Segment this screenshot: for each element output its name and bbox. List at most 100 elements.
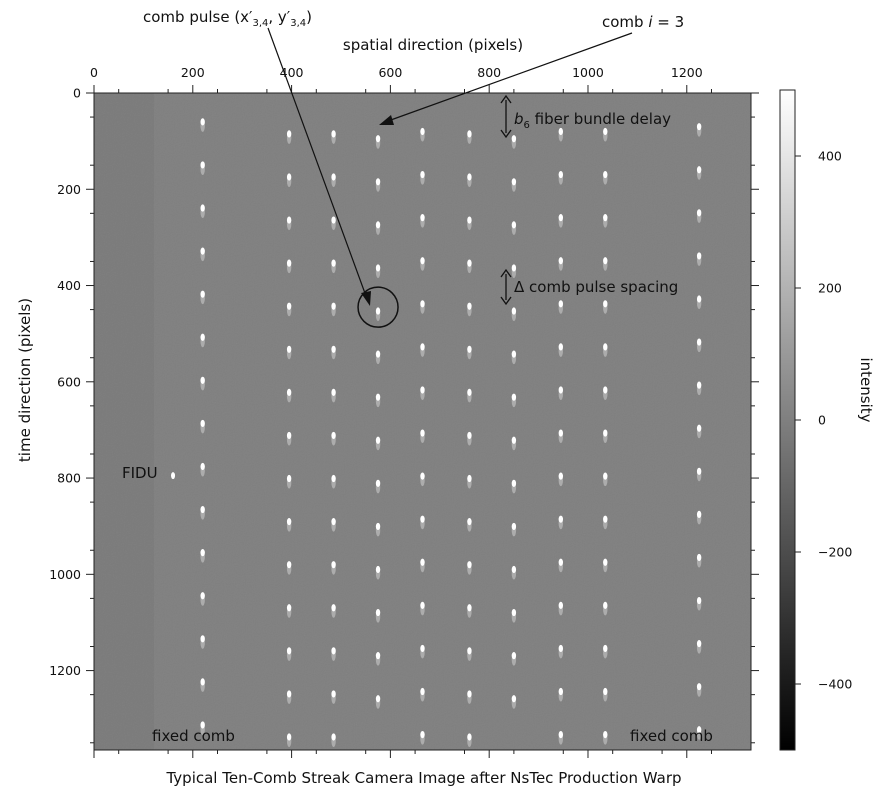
comb-pulse <box>331 173 336 181</box>
comb-pulse <box>696 295 702 303</box>
x-tick-label: 600 <box>378 65 402 80</box>
comb-pulse <box>558 601 564 609</box>
comb-pulse <box>286 388 292 396</box>
comb-pulse <box>558 515 564 523</box>
comb-pulse <box>511 221 517 229</box>
y-tick-label: 800 <box>57 471 81 486</box>
y-tick-label: 200 <box>57 182 81 197</box>
comb-pulse <box>200 333 205 341</box>
comb-pulse-arrowhead <box>361 291 371 306</box>
x-tick-label: 1200 <box>671 65 703 80</box>
comb-pulse <box>420 386 425 394</box>
comb-pulse <box>558 472 564 480</box>
chart-title: Typical Ten-Comb Streak Camera Image aft… <box>165 769 681 787</box>
delta-spacing-annotation: Δ comb pulse spacing <box>514 278 678 296</box>
comb-pulse <box>286 259 292 267</box>
b6-delay-annotation: b6 fiber bundle delay <box>514 110 671 131</box>
comb-pulse <box>558 300 564 308</box>
comb-pulse <box>286 518 292 526</box>
comb-pulse <box>511 695 517 703</box>
comb-pulse <box>331 130 336 138</box>
colorbar <box>779 89 796 751</box>
colorbar-tick-label: −400 <box>818 677 852 692</box>
colorbar-tick-label: −200 <box>818 545 852 560</box>
comb-pulse <box>375 307 381 315</box>
image-frame <box>93 92 752 751</box>
comb-pulse <box>603 730 608 739</box>
comb-pulse <box>467 604 472 612</box>
comb-pulse <box>511 652 517 660</box>
comb-pulse <box>200 118 205 126</box>
comb-pulse <box>511 608 517 617</box>
comb-pulse <box>603 257 608 265</box>
y-axis-label: time direction (pixels) <box>16 298 34 462</box>
comb-pulse <box>375 264 381 272</box>
comb-pulse <box>200 247 205 255</box>
y-axis-ticks: 0 200 400 600 800 1000 1200 <box>49 86 759 744</box>
comb-pulse <box>696 123 702 131</box>
comb-pulse <box>286 173 292 181</box>
comb-pulse <box>420 687 425 696</box>
comb-pulse <box>558 558 564 566</box>
comb-pulse <box>603 429 608 437</box>
comb-pulse <box>511 522 517 531</box>
comb-pulse <box>558 170 564 179</box>
comb-pulse <box>467 259 472 267</box>
comb-pulse <box>467 561 472 569</box>
comb-pulse <box>467 130 472 138</box>
comb-pulse <box>420 214 425 222</box>
comb-pulse <box>420 429 425 437</box>
comb-pulse <box>420 343 425 351</box>
comb-pulse <box>200 204 205 212</box>
comb-pulse <box>511 350 517 358</box>
comb-pulse <box>511 393 517 401</box>
comb-pulse <box>511 565 517 574</box>
fixed-comb-left-label: fixed comb <box>152 727 235 745</box>
comb-pulse <box>467 388 472 396</box>
comb-pulse <box>467 173 472 181</box>
comb-pulse <box>331 604 336 612</box>
comb-pulse <box>286 474 292 483</box>
comb-pulse <box>696 166 702 174</box>
comb-pulse <box>696 726 702 734</box>
y-tick-label: 1000 <box>49 567 81 582</box>
comb-pulse <box>696 338 702 346</box>
comb-pulse-annotation: comb pulse (x′3,4, y′3,4) <box>143 8 312 29</box>
colorbar-tick-label: 400 <box>818 149 842 164</box>
comb-pulse <box>511 307 517 315</box>
comb-pulse <box>558 257 564 265</box>
comb-pulse <box>603 127 608 136</box>
x-tick-label: 0 <box>90 65 98 80</box>
comb-pulse <box>696 252 702 260</box>
comb-pulse <box>375 695 381 703</box>
comb-pulse <box>603 472 608 480</box>
colorbar-ticks: 400 200 0 −200 −400 <box>795 149 852 692</box>
comb-pulse <box>696 510 702 518</box>
comb-pulse <box>286 130 292 138</box>
comb-pulse <box>696 640 702 648</box>
comb-pulse <box>286 604 292 612</box>
comb-pulse <box>286 345 292 353</box>
comb-i-arrow-line <box>387 32 633 122</box>
comb-pulse <box>467 474 472 483</box>
comb-pulse <box>200 419 205 428</box>
comb-pulse <box>467 647 472 655</box>
x-tick-label: 400 <box>280 65 304 80</box>
comb-pulse <box>420 300 425 308</box>
comb-pulse <box>375 479 381 487</box>
comb-pulse <box>331 647 336 655</box>
comb-pulse <box>467 345 472 353</box>
comb-pulse <box>331 561 336 569</box>
comb-pulse <box>603 343 608 351</box>
comb-pulse <box>696 424 702 432</box>
comb-pulse <box>200 635 205 643</box>
comb-pulse <box>558 429 564 437</box>
comb-pulse <box>420 257 425 265</box>
comb-pulse <box>696 553 702 562</box>
comb-pulse <box>200 678 205 686</box>
comb-pulse <box>558 730 564 739</box>
comb-pulse <box>331 690 336 698</box>
comb-pulse <box>696 683 702 691</box>
comb-pulse <box>375 652 381 660</box>
comb-pulse <box>200 376 205 384</box>
